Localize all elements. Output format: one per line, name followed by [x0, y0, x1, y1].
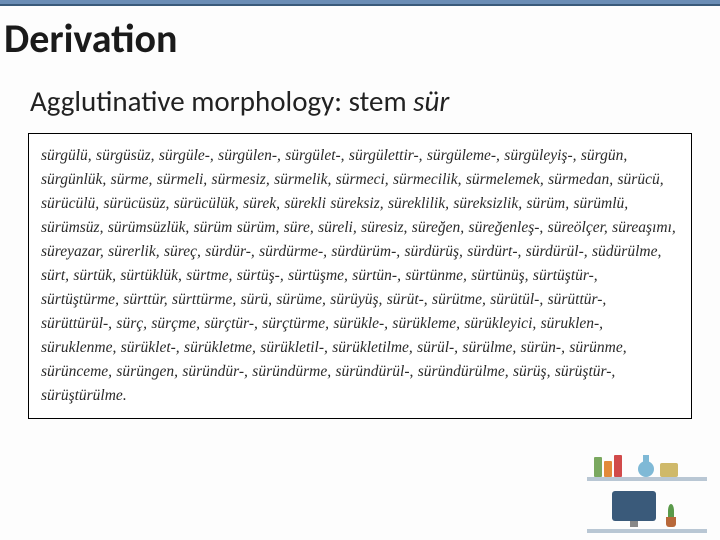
- subtitle-prefix: Agglutinative morphology: stem: [30, 83, 413, 119]
- shelf-icon: [587, 477, 707, 481]
- plant-icon: [664, 503, 678, 527]
- monitor-icon: [612, 491, 656, 521]
- book-icon: [604, 461, 612, 477]
- flask-icon: [638, 455, 654, 477]
- subtitle-stem: sür: [413, 83, 449, 119]
- box-icon: [660, 463, 678, 477]
- wordbox-container: sürgülü, sürgüsüz, sürgüle-, sürgülen-, …: [0, 133, 720, 419]
- decor-illustration: [582, 449, 712, 534]
- derived-words-box: sürgülü, sürgüsüz, sürgüle-, sürgülen-, …: [28, 133, 692, 419]
- desk-icon: [587, 529, 707, 533]
- book-icon: [594, 457, 602, 477]
- book-icon: [614, 455, 622, 477]
- subtitle: Agglutinative morphology: stem sür: [0, 75, 720, 133]
- page-title: Derivation: [0, 6, 720, 75]
